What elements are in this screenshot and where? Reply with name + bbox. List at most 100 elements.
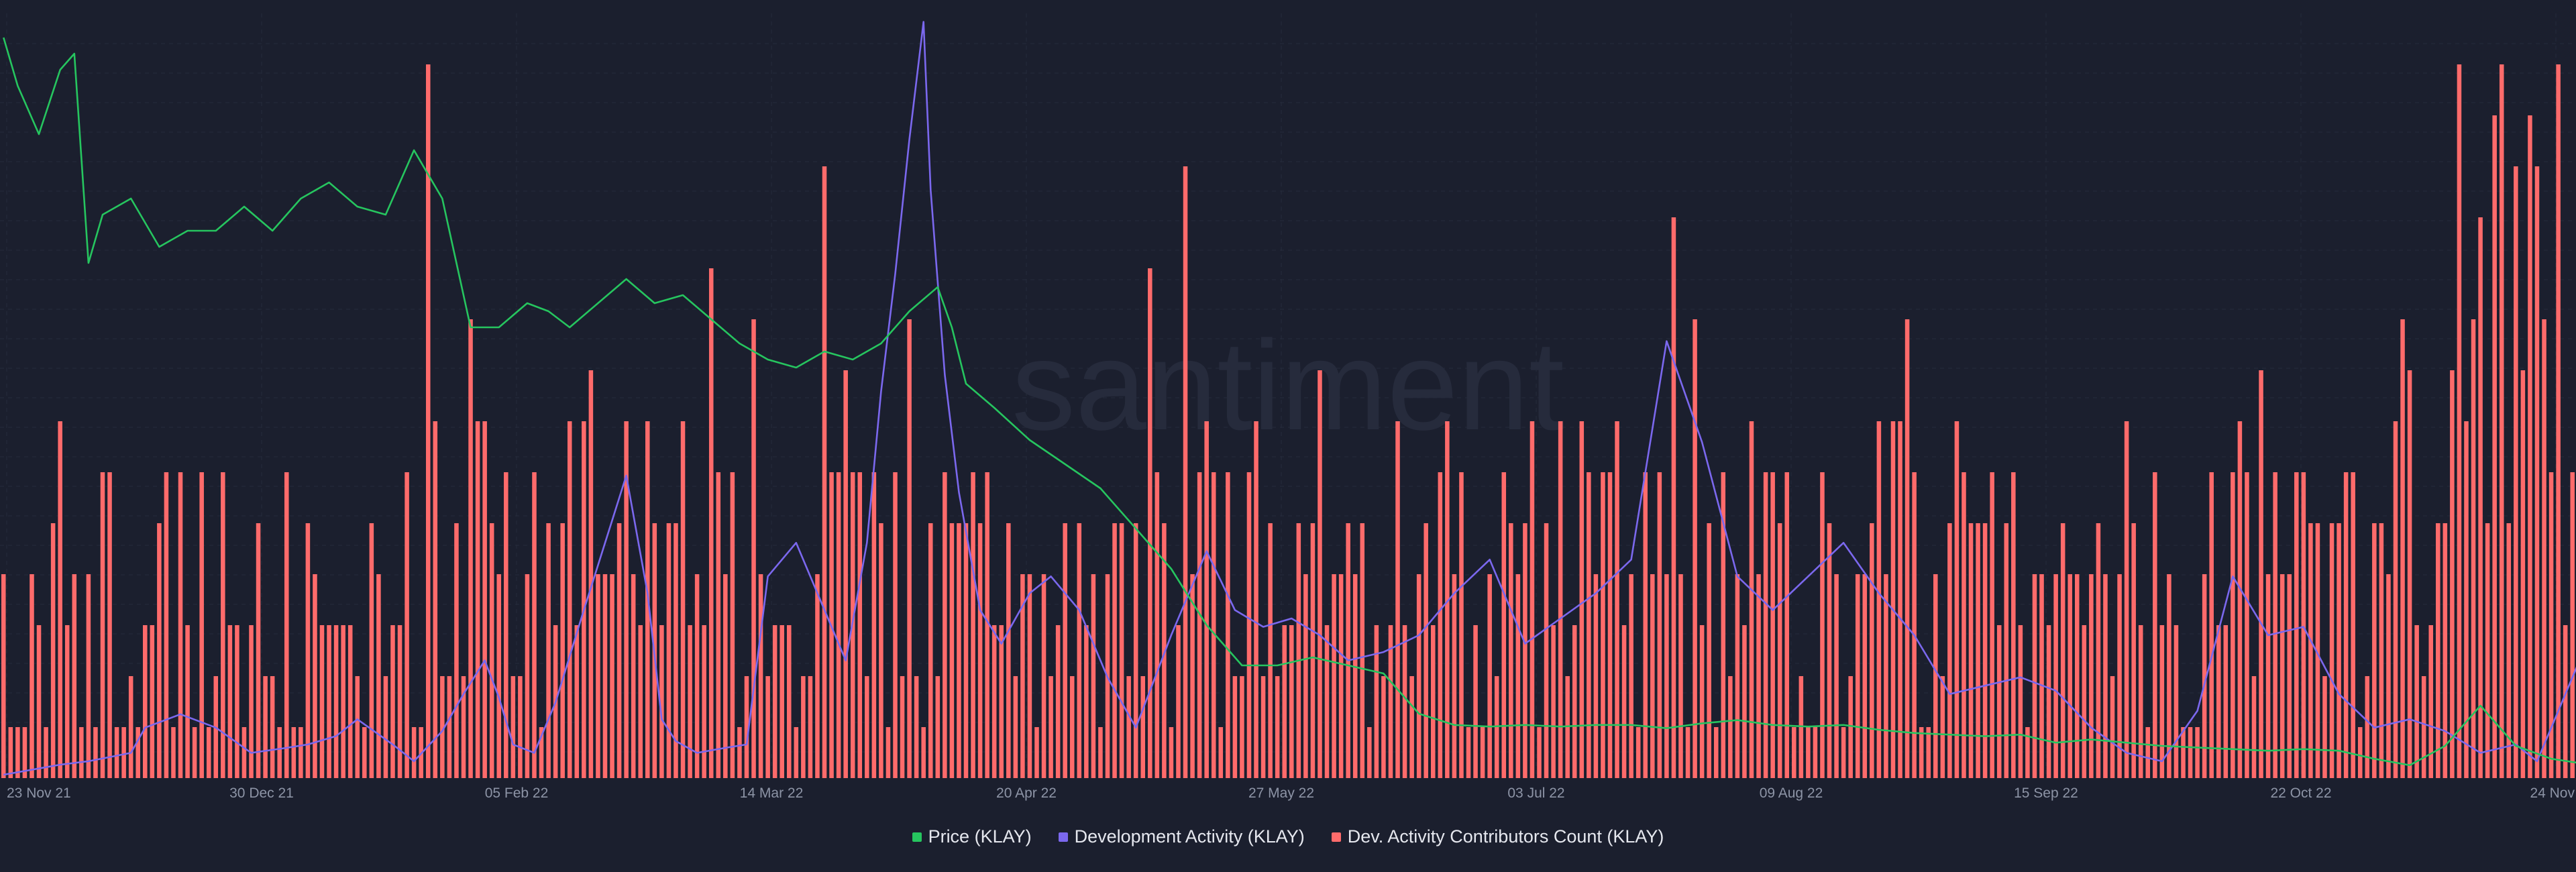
- contributors-bar: [694, 574, 700, 778]
- contributors-bar: [277, 727, 282, 778]
- contributors-bar: [362, 727, 367, 778]
- x-tick-label: 15 Sep 22: [2014, 785, 2078, 801]
- legend-item-price[interactable]: Price (KLAY): [912, 826, 1032, 847]
- legend-item-development-activity[interactable]: Development Activity (KLAY): [1058, 826, 1305, 847]
- x-tick-label: 27 May 22: [1248, 785, 1314, 801]
- x-tick-label: 09 Aug 22: [1760, 785, 1823, 801]
- contributors-bar: [1657, 472, 1662, 778]
- contributors-bar: [949, 523, 955, 778]
- contributors-bar: [121, 727, 126, 778]
- contributors-bar: [1664, 574, 1669, 778]
- contributors-bar: [2110, 676, 2115, 778]
- contributors-bar: [319, 625, 325, 778]
- contributors-bar: [602, 574, 608, 778]
- contributors-bar: [58, 421, 62, 778]
- contributors-bar: [2337, 523, 2341, 778]
- contributors-bar: [64, 625, 70, 778]
- x-tick-label: 03 Jul 22: [1507, 785, 1564, 801]
- contributors-bar: [1898, 421, 1902, 778]
- contributors-bar: [93, 727, 98, 778]
- contributors-bar: [2053, 574, 2058, 778]
- contributors-bar: [1289, 625, 1294, 778]
- contributors-bar: [1055, 625, 1061, 778]
- contributors-bar: [1240, 676, 1244, 778]
- development-activity-line: [3, 21, 2576, 776]
- contributors-bar: [688, 625, 692, 778]
- contributors-bar: [1197, 472, 1202, 778]
- contributors-bar: [1254, 421, 1258, 778]
- price-line: [3, 37, 2576, 767]
- contributors-bar: [1827, 523, 1832, 778]
- contributors-bar: [355, 676, 360, 778]
- contributors-bar: [2485, 523, 2490, 778]
- contributors-bar: [468, 319, 473, 778]
- contributors-bar: [1615, 421, 1619, 778]
- contributors-bar: [843, 370, 848, 778]
- contributors-bar: [1155, 472, 1160, 778]
- contributors-bar: [2131, 523, 2136, 778]
- contributors-bar: [1926, 727, 1931, 778]
- contributors-bar: [1169, 727, 1174, 778]
- contributors-bar: [2436, 523, 2440, 778]
- contributors-bar: [2124, 421, 2129, 778]
- contributors-bar: [758, 574, 763, 778]
- contributors-bar: [2428, 625, 2434, 778]
- contributors-bar: [2060, 523, 2065, 778]
- contributors-bar: [489, 523, 494, 778]
- contributors-bar: [2188, 727, 2193, 778]
- contributors-bar: [2039, 574, 2044, 778]
- contributors-bar: [1579, 421, 1585, 778]
- contributors-bar: [780, 625, 784, 778]
- contributors-bar: [666, 523, 672, 778]
- contributors-bar: [1459, 472, 1464, 778]
- contributors-bar: [1260, 676, 1266, 778]
- contributors-bar: [702, 625, 706, 778]
- contributors-bar: [2343, 472, 2349, 778]
- contributors-bar: [2520, 370, 2526, 778]
- contributors-bar: [1438, 472, 1443, 778]
- legend-item-contributors-count[interactable]: Dev. Activity Contributors Count (KLAY): [1331, 826, 1664, 847]
- legend-label-development-activity: Development Activity (KLAY): [1074, 826, 1305, 847]
- contributors-bars: [1, 64, 2575, 778]
- contributors-bar: [1650, 574, 1655, 778]
- contributors-bar: [15, 727, 20, 778]
- contributors-bar: [1318, 370, 1322, 778]
- contributors-bar: [610, 574, 614, 778]
- contributors-bar: [1402, 625, 1407, 778]
- contributors-bar: [1671, 217, 1676, 778]
- contributors-bar: [1063, 523, 1067, 778]
- contributors-bar: [1806, 727, 1811, 778]
- contributors-bar: [2096, 523, 2101, 778]
- contributors-bar: [2514, 166, 2518, 778]
- contributors-bar: [1176, 625, 1181, 778]
- contributors-bar: [2251, 676, 2257, 778]
- contributors-bar: [624, 421, 629, 778]
- contributors-bar: [1395, 421, 1400, 778]
- contributors-bar: [313, 574, 317, 778]
- contributors-bar: [1713, 727, 1719, 778]
- contributors-bar: [659, 625, 664, 778]
- contributors-bar: [1487, 574, 1492, 778]
- contributors-bar: [1049, 676, 1053, 778]
- contributors-bar: [2074, 574, 2080, 778]
- contributors-bar: [893, 472, 898, 778]
- contributors-bar: [2534, 166, 2540, 778]
- contributors-bar: [1876, 421, 1882, 778]
- contributors-bar: [482, 421, 487, 778]
- contributors-bar: [249, 625, 254, 778]
- contributors-bar: [1813, 727, 1818, 778]
- contributors-bar: [1303, 574, 1308, 778]
- contributors-bar: [383, 676, 388, 778]
- contributors-bar: [1707, 523, 1711, 778]
- contributors-bar: [1480, 727, 1485, 778]
- contributors-bar: [291, 727, 297, 778]
- contributors-bar: [114, 727, 119, 778]
- contributors-bar: [2528, 115, 2532, 778]
- contributors-bar: [241, 727, 247, 778]
- contributors-bar: [2351, 472, 2355, 778]
- contributors-bar: [1112, 523, 1117, 778]
- contributors-bar: [2556, 64, 2561, 778]
- contributors-bar: [1699, 625, 1705, 778]
- contributors-bar: [1635, 727, 1641, 778]
- contributors-bar: [1041, 574, 1046, 778]
